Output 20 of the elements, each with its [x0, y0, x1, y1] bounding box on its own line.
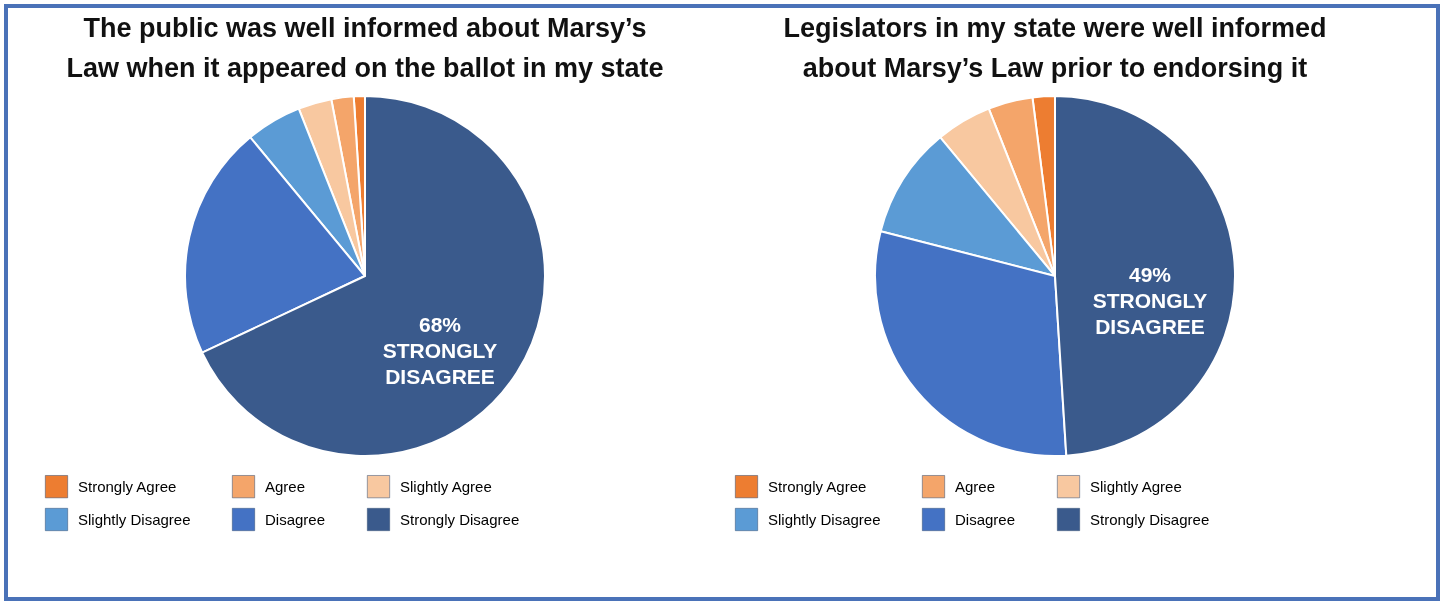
- legend-label: Slightly Agree: [400, 477, 492, 495]
- legend-label: Slightly Agree: [1090, 477, 1182, 495]
- legend-label: Agree: [955, 477, 996, 495]
- text: STRONGLY: [1092, 289, 1208, 312]
- text: STRONGLY: [382, 339, 498, 362]
- legend-label: Disagree: [955, 510, 1016, 528]
- text: DISAGREE: [1095, 315, 1205, 338]
- legend-label: Strongly Agree: [768, 477, 867, 495]
- legend-label: Strongly Disagree: [400, 510, 520, 528]
- chart-title: Legislators in my state were well informed about Marsy’s Law prior to endorsing it: [783, 13, 1327, 83]
- legend-label: Agree: [265, 477, 306, 495]
- legend-label: Slightly Disagree: [78, 510, 191, 528]
- chart-title: The public was well informed about Marsy’s Law when it appeared on the ballot in my state: [66, 13, 664, 83]
- text: 49%: [1128, 263, 1172, 286]
- legend-label: Disagree: [265, 510, 326, 528]
- legend-label: Strongly Disagree: [1090, 510, 1210, 528]
- text: DISAGREE: [385, 365, 495, 388]
- text: 68%: [418, 313, 462, 336]
- legend-label: Slightly Disagree: [768, 510, 881, 528]
- legend-label: Strongly Agree: [78, 477, 177, 495]
